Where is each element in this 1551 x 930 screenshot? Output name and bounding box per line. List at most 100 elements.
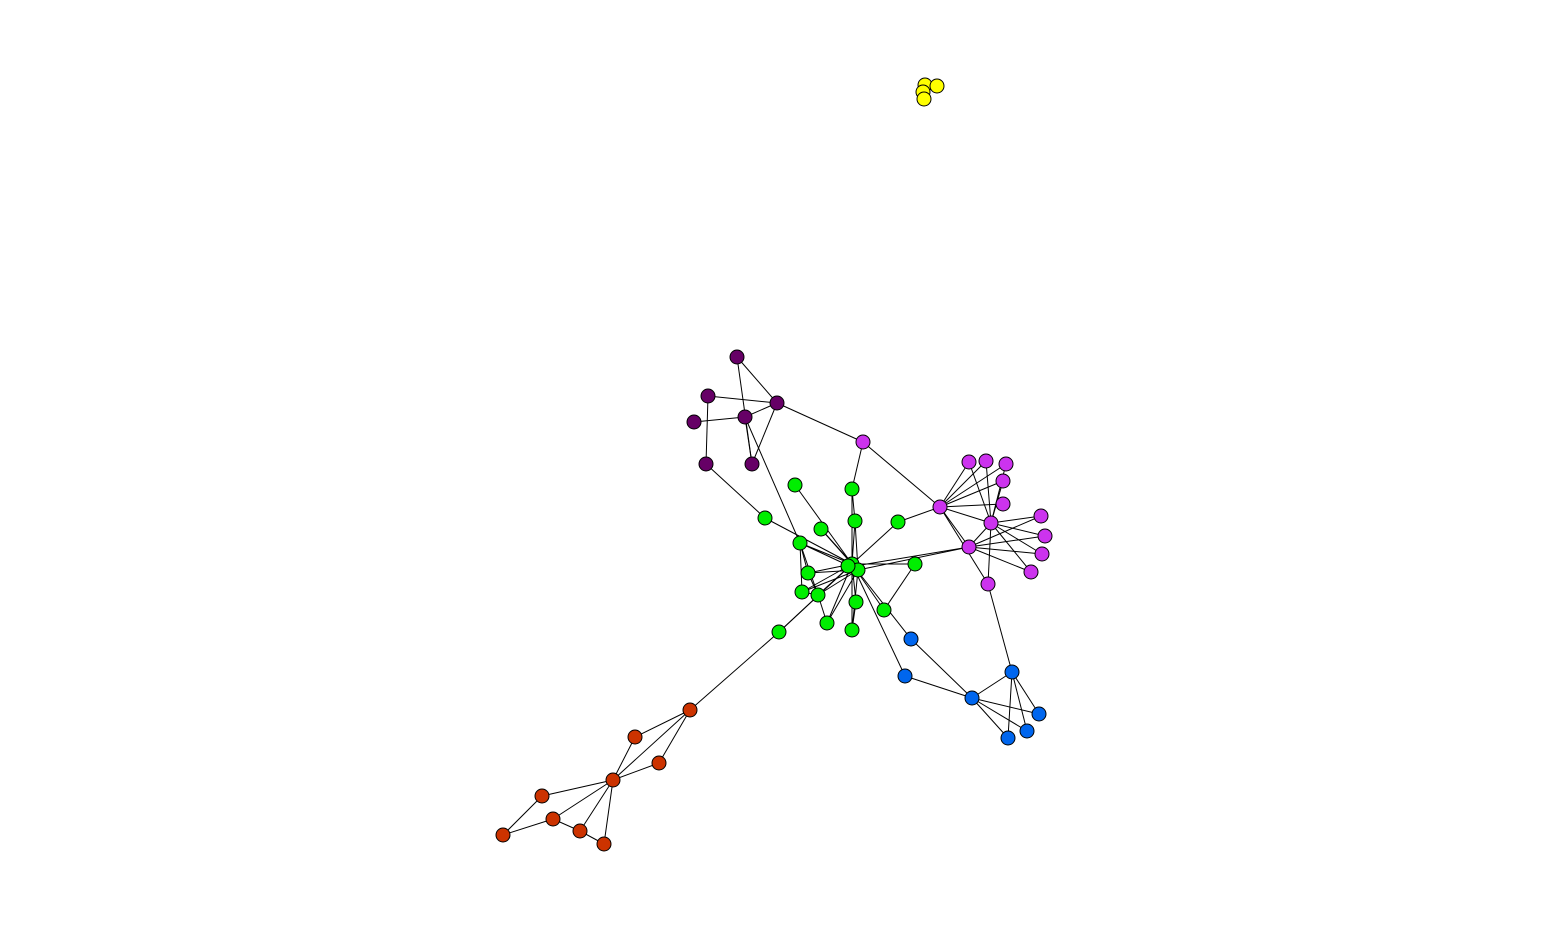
graph-node-magenta <box>978 453 994 469</box>
graph-node-orange-red <box>605 772 621 788</box>
graph-edge <box>502 818 554 836</box>
graph-edge <box>764 517 853 565</box>
graph-edge <box>990 522 1043 555</box>
graph-node-magenta <box>855 434 871 450</box>
graph-edge <box>502 795 543 836</box>
graph-node-orange-red <box>596 836 612 852</box>
graph-edge <box>612 736 636 781</box>
graph-edge <box>1011 671 1028 732</box>
graph-edge <box>851 563 906 677</box>
graph-node-dark-purple <box>737 409 753 425</box>
graph-node-green <box>792 535 808 551</box>
graph-edge <box>862 441 941 508</box>
graph-edge <box>990 522 1032 573</box>
graph-node-orange-red <box>545 811 561 827</box>
graph-edge <box>736 356 778 404</box>
graph-edge <box>1011 671 1040 715</box>
graph-node-green <box>810 587 826 603</box>
graph-node-orange-red <box>682 702 698 718</box>
graph-edge <box>987 583 1013 673</box>
graph-node-orange-red <box>534 788 550 804</box>
edge-layer <box>502 356 1046 845</box>
graph-node-green <box>844 481 860 497</box>
graph-edge <box>968 546 1032 573</box>
graph-node-orange-red <box>572 823 588 839</box>
graph-node-yellow <box>916 91 932 107</box>
graph-node-magenta <box>961 454 977 470</box>
graph-edge <box>968 515 1042 548</box>
graph-edge <box>968 535 1046 548</box>
graph-node-green <box>757 510 773 526</box>
graph-node-magenta <box>1023 564 1039 580</box>
graph-edge <box>939 506 970 548</box>
graph-node-green <box>794 584 810 600</box>
graph-edge <box>826 569 859 624</box>
graph-edge <box>939 480 1004 508</box>
graph-edge <box>851 521 899 565</box>
graph-node-magenta <box>995 473 1011 489</box>
graph-node-dark-purple <box>769 395 785 411</box>
graph-edge <box>634 709 691 738</box>
graph-node-magenta <box>961 539 977 555</box>
graph-edge <box>541 779 614 797</box>
graph-edge <box>990 515 1042 524</box>
graph-node-blue <box>903 631 919 647</box>
graph-edge <box>939 503 1004 508</box>
graph-edge <box>776 402 864 443</box>
graph-node-orange-red <box>627 729 643 745</box>
graph-edge <box>751 402 778 465</box>
graph-edge <box>579 779 614 832</box>
graph-edge <box>939 506 992 524</box>
graph-edge <box>744 416 801 544</box>
graph-edge <box>971 697 1028 732</box>
graph-edge <box>968 546 1043 555</box>
graph-edge <box>939 463 1007 508</box>
graph-node-dark-purple <box>744 456 760 472</box>
graph-edge <box>801 569 859 593</box>
graph-edge <box>707 395 778 404</box>
graph-node-magenta <box>983 515 999 531</box>
graph-edge <box>693 416 746 423</box>
graph-node-green <box>787 477 803 493</box>
graph-node-green <box>890 514 906 530</box>
graph-edge <box>705 395 709 465</box>
graph-node-blue <box>1004 664 1020 680</box>
graph-node-green <box>819 615 835 631</box>
graph-edge <box>612 762 660 781</box>
graph-edge <box>603 779 614 845</box>
graph-edge <box>971 697 1040 715</box>
graph-edge <box>851 563 912 640</box>
graph-node-dark-purple <box>729 349 745 365</box>
graph-edge <box>817 569 859 596</box>
graph-node-blue <box>1000 730 1016 746</box>
graph-node-green <box>876 602 892 618</box>
graph-edge <box>552 779 614 820</box>
graph-edge <box>990 522 1046 537</box>
graph-edge <box>689 631 780 711</box>
graph-edge <box>705 463 766 519</box>
graph-node-magenta <box>1033 508 1049 524</box>
graph-edge <box>971 697 1009 739</box>
graph-node-green <box>800 565 816 581</box>
graph-node-green <box>813 521 829 537</box>
graph-edge <box>744 416 753 465</box>
graph-node-dark-purple <box>698 456 714 472</box>
graph-node-green <box>848 594 864 610</box>
graph-node-green <box>907 556 923 572</box>
graph-node-magenta <box>995 496 1011 512</box>
graph-node-blue <box>1019 723 1035 739</box>
graph-edge <box>985 460 992 524</box>
graph-edge <box>968 461 992 524</box>
graph-edge <box>658 709 691 764</box>
graph-edge <box>987 522 992 585</box>
graph-node-green <box>771 624 787 640</box>
graph-node-orange-red <box>651 755 667 771</box>
graph-node-magenta <box>1037 528 1053 544</box>
graph-node-magenta <box>1034 546 1050 562</box>
graph-edge <box>612 709 691 781</box>
graph-edge <box>939 460 987 508</box>
graph-node-dark-purple <box>700 388 716 404</box>
node-layer <box>495 77 1053 852</box>
graph-edge <box>883 563 916 611</box>
graph-edge <box>939 461 970 508</box>
